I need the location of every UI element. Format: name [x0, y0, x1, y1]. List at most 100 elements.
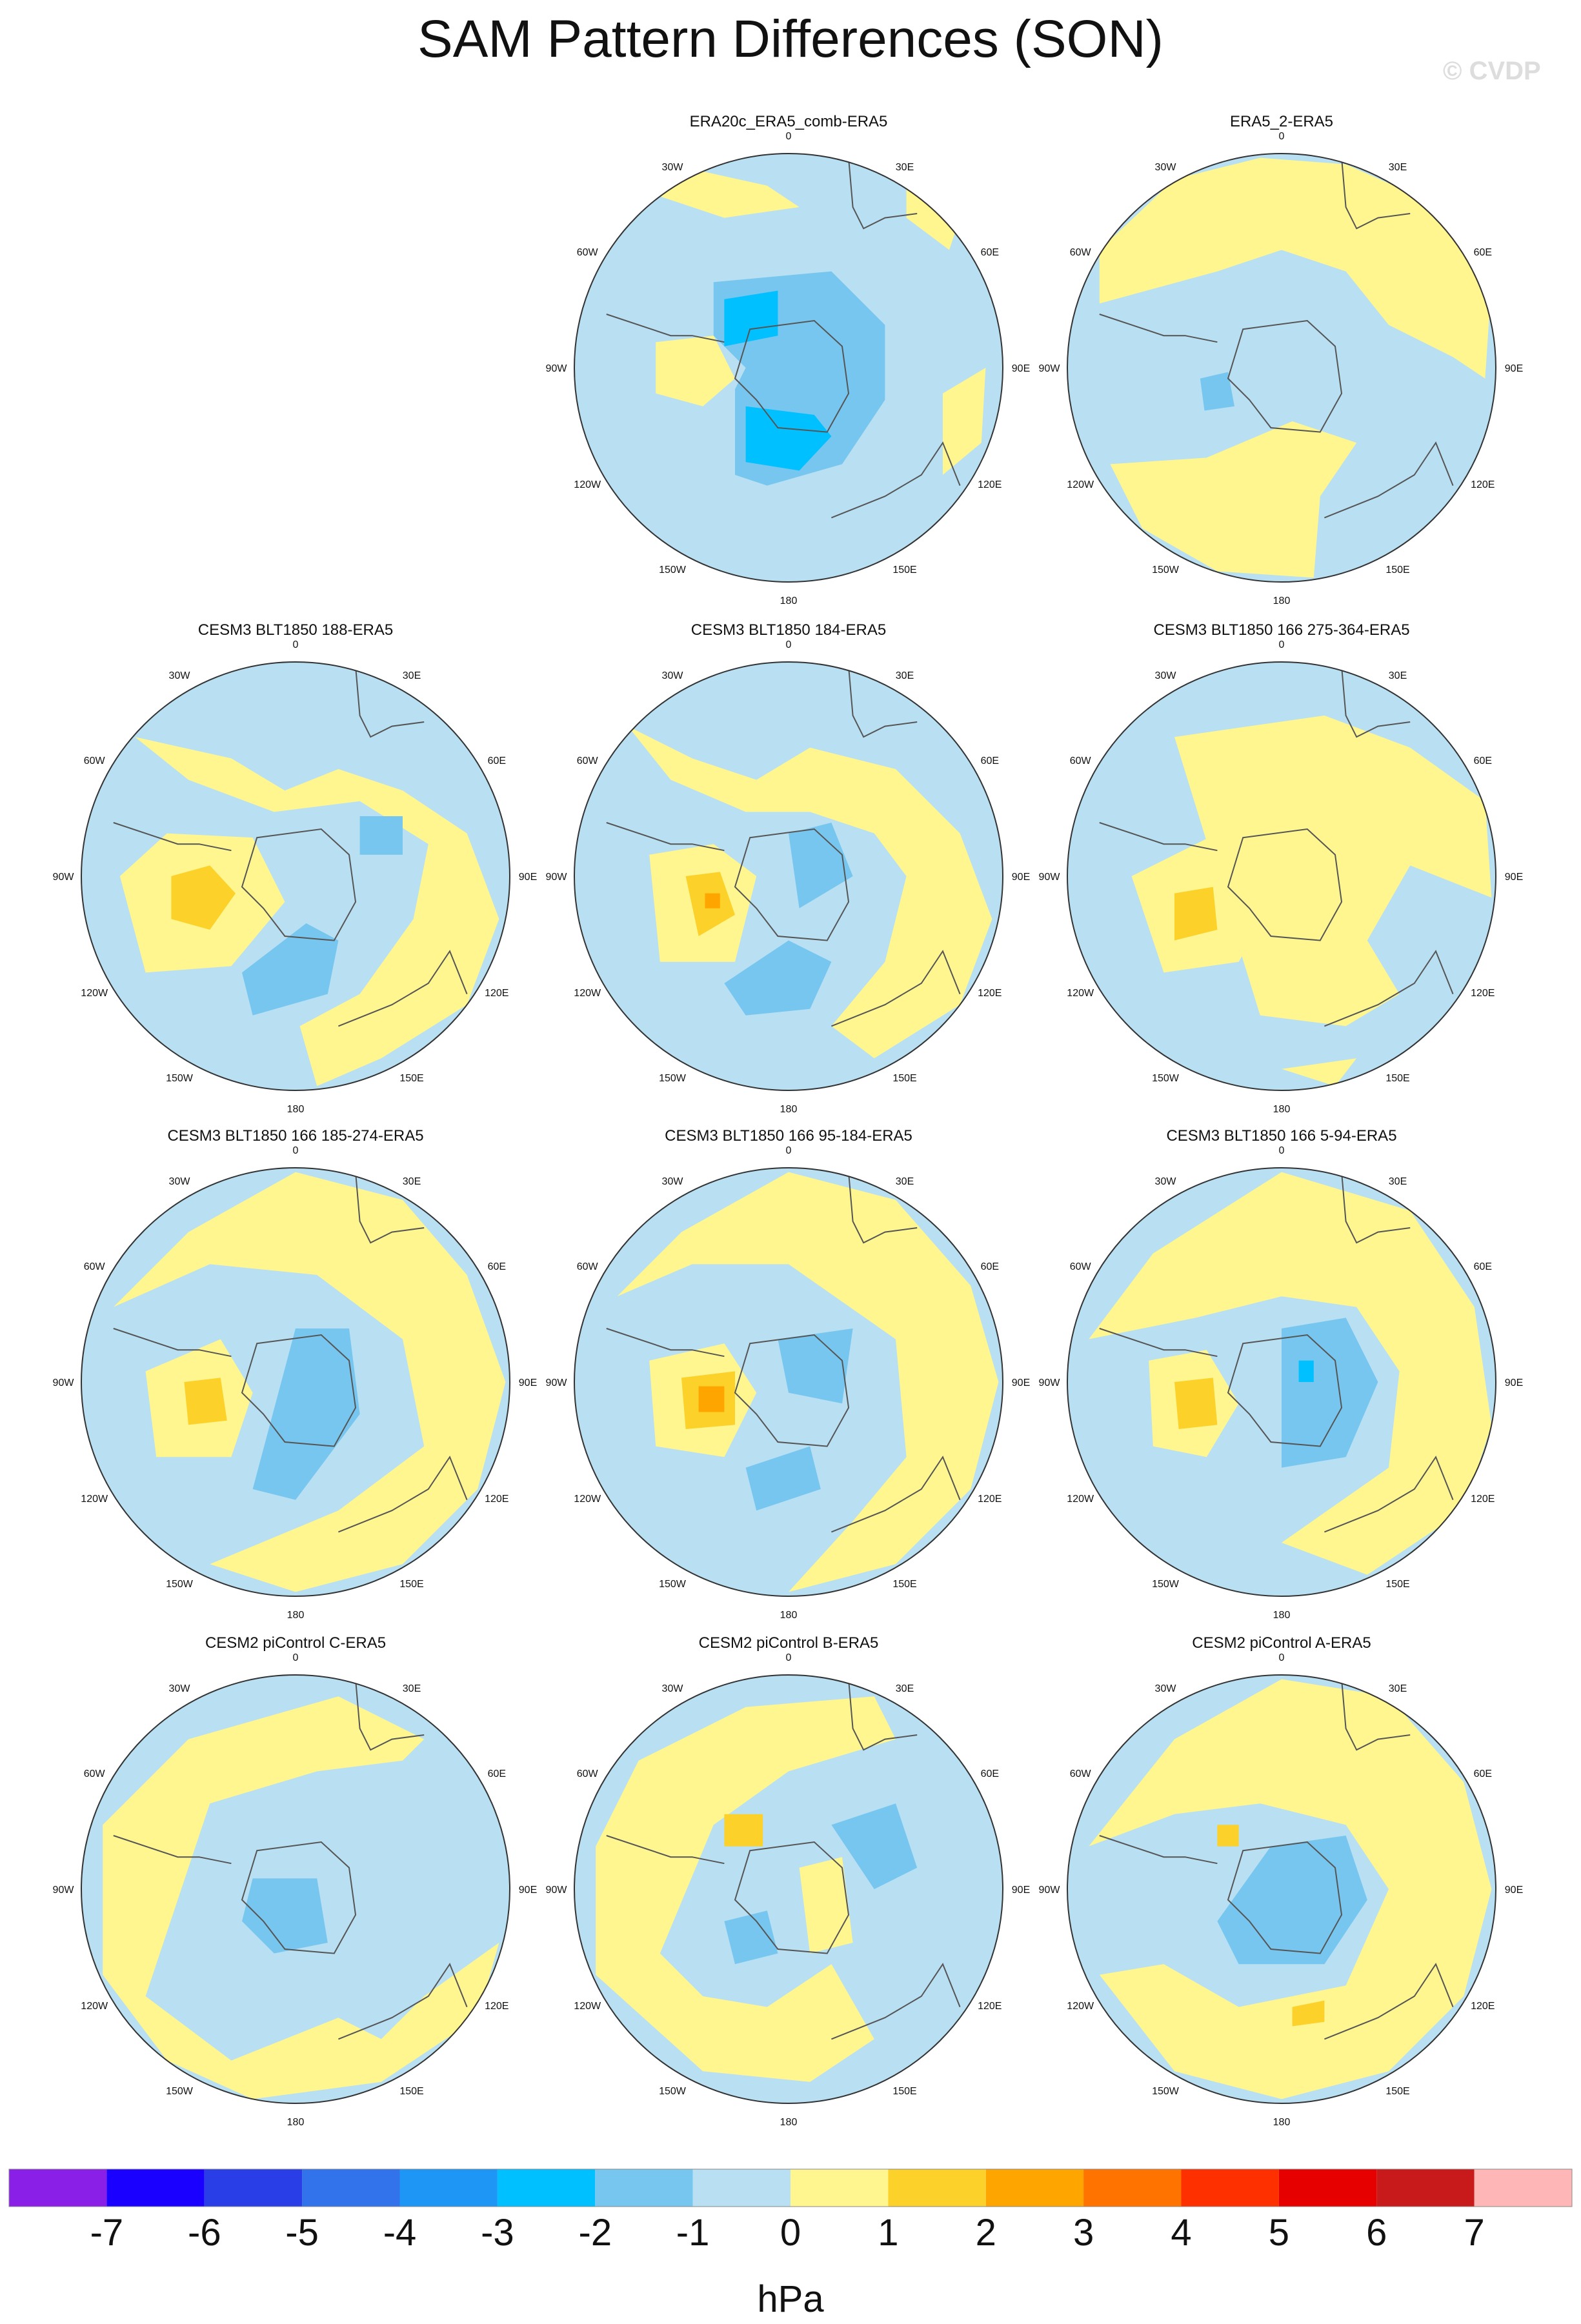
- longitude-label: 0: [786, 1145, 792, 1156]
- contour-region: [1200, 372, 1234, 411]
- map-border: [81, 1674, 510, 2104]
- colorbar-border: [8, 2169, 1573, 2207]
- longitude-label: 90W: [546, 1377, 568, 1388]
- colorbar-tick-label: 1: [878, 2212, 898, 2254]
- coastline: [1324, 1963, 1454, 2040]
- panel-title: CESM2 piControl C-ERA5: [205, 1634, 386, 1652]
- contour-region: [724, 290, 778, 346]
- coastline: [1227, 319, 1343, 433]
- map-border: [574, 153, 1003, 583]
- colorbar-tick-label: 3: [1073, 2212, 1094, 2254]
- contour-region: [660, 164, 800, 218]
- longitude-label: 120E: [485, 988, 509, 999]
- map-border: [574, 661, 1003, 1091]
- coastline: [1324, 1456, 1454, 1533]
- colorbar-tick-label: 5: [1269, 2212, 1289, 2254]
- longitude-label: 30W: [1155, 1683, 1177, 1694]
- longitude-label: 60E: [1474, 1768, 1492, 1779]
- longitude-label: 30W: [662, 1683, 684, 1694]
- colorbar-tick-label: 7: [1464, 2212, 1484, 2254]
- colorbar-tick-label: -2: [579, 2212, 612, 2254]
- longitude-label: 30E: [1389, 162, 1407, 173]
- panel-title: CESM3 BLT1850 166 95-184-ERA5: [665, 1127, 912, 1145]
- longitude-label: 60E: [981, 1261, 999, 1272]
- longitude-label: 150E: [892, 1073, 916, 1084]
- coastline: [848, 1172, 918, 1244]
- colorbar-swatch: [1376, 2169, 1475, 2207]
- longitude-label: 0: [1279, 639, 1285, 650]
- contour-region: [745, 1446, 821, 1511]
- longitude-label: 180: [287, 2117, 305, 2128]
- coastline: [355, 1679, 425, 1751]
- longitude-label: 150W: [166, 2086, 194, 2097]
- map-border: [1067, 661, 1496, 1091]
- coastline: [1099, 822, 1218, 852]
- longitude-label: 180: [1273, 2117, 1291, 2128]
- longitude-label: 120W: [81, 1494, 108, 1505]
- contour-region: [1174, 887, 1218, 941]
- longitude-label: 0: [293, 1652, 299, 1663]
- longitude-label: 60E: [488, 1261, 506, 1272]
- longitude-label: 30E: [1389, 670, 1407, 681]
- contour-region: [171, 865, 236, 930]
- longitude-label: 120W: [1067, 2001, 1094, 2012]
- watermark: © CVDP: [1443, 57, 1541, 85]
- coastline: [831, 441, 961, 519]
- coastline: [1227, 828, 1343, 941]
- longitude-label: 120E: [485, 2001, 509, 2012]
- coastline: [848, 157, 918, 230]
- contour-region: [724, 1814, 763, 1847]
- longitude-label: 150E: [399, 1579, 423, 1590]
- colorbar-swatch: [1083, 2169, 1182, 2207]
- colorbar-swatch: [302, 2169, 400, 2207]
- longitude-label: 60W: [1070, 1261, 1092, 1272]
- contour-region: [103, 1696, 499, 2099]
- contour-region: [799, 1857, 853, 1954]
- longitude-label: 60E: [488, 1768, 506, 1779]
- map-border: [81, 1167, 510, 1597]
- longitude-label: 150E: [1385, 565, 1409, 576]
- colorbar-unit-label: hPa: [757, 2278, 824, 2320]
- longitude-label: 0: [786, 1652, 792, 1663]
- coastline: [606, 1835, 725, 1865]
- coastline: [848, 666, 918, 738]
- longitude-label: 60W: [84, 756, 106, 766]
- contour-region: [1089, 1679, 1492, 2099]
- longitude-label: 120W: [574, 2001, 601, 2012]
- contour-region: [1298, 1360, 1314, 1382]
- colorbar-tick-label: -6: [188, 2212, 221, 2254]
- contour-region: [1282, 1317, 1378, 1468]
- longitude-label: 0: [786, 131, 792, 142]
- longitude-label: 60W: [1070, 247, 1092, 258]
- coastline: [734, 828, 850, 941]
- longitude-label: 90E: [1012, 1885, 1030, 1896]
- longitude-label: 0: [1279, 1652, 1285, 1663]
- coastline: [1324, 950, 1454, 1027]
- coastline: [734, 319, 850, 433]
- coastline: [606, 822, 725, 852]
- longitude-label: 30E: [896, 670, 914, 681]
- coastline: [1324, 441, 1454, 519]
- longitude-label: 120W: [81, 988, 108, 999]
- longitude-label: 60E: [981, 247, 999, 258]
- contour-region: [252, 1328, 360, 1500]
- longitude-label: 180: [1273, 1610, 1291, 1621]
- longitude-label: 60W: [577, 247, 599, 258]
- longitude-label: 30E: [403, 1176, 421, 1187]
- map-border: [1067, 153, 1496, 583]
- longitude-label: 120E: [1471, 988, 1495, 999]
- longitude-label: 30W: [662, 670, 684, 681]
- contour-region: [596, 1696, 896, 2082]
- longitude-label: 90W: [546, 363, 568, 374]
- coastline: [1227, 1334, 1343, 1447]
- colorbar-tick-label: 0: [780, 2212, 801, 2254]
- colorbar-tick-label: -4: [383, 2212, 417, 2254]
- colorbar-tick-label: -1: [676, 2212, 710, 2254]
- longitude-label: 90E: [1505, 1885, 1523, 1896]
- coastline: [831, 1963, 961, 2040]
- longitude-label: 90W: [1039, 1377, 1061, 1388]
- longitude-label: 150W: [166, 1579, 194, 1590]
